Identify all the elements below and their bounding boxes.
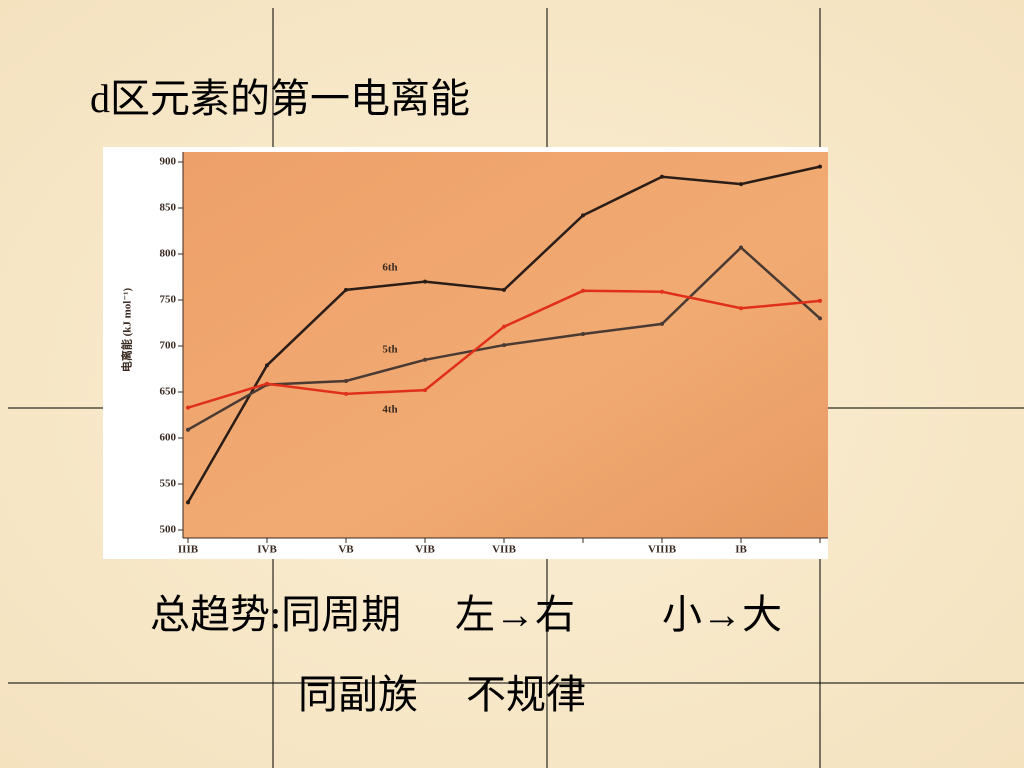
text-line: 不规律	[466, 672, 586, 717]
point	[423, 279, 427, 284]
text-line: 总趋势:同周期	[150, 592, 401, 637]
point	[739, 182, 743, 187]
y-tick-label: 850	[160, 202, 177, 214]
y-tick-label: 500	[160, 524, 177, 536]
point	[344, 391, 348, 396]
x-tick-label: VIIIB	[648, 544, 677, 556]
x-tick-label: IVB	[257, 544, 277, 556]
point	[581, 288, 585, 293]
point	[739, 306, 743, 311]
point	[818, 164, 822, 169]
point	[265, 363, 269, 368]
y-tick-label: 650	[160, 386, 177, 398]
point	[423, 388, 427, 393]
x-tick-label: IB	[735, 544, 747, 556]
point	[581, 332, 585, 337]
point	[502, 324, 506, 329]
y-tick-label: 700	[160, 340, 177, 352]
point	[660, 321, 664, 326]
x-tick-label: VIIB	[492, 544, 517, 556]
point	[581, 213, 585, 218]
x-tick-label: IIIB	[178, 544, 199, 556]
y-tick-label: 600	[160, 432, 177, 444]
series-label: 5th	[382, 344, 397, 356]
series-label: 6th	[382, 262, 397, 274]
x-tick-label: VB	[338, 544, 354, 556]
y-tick-label: 550	[160, 478, 177, 490]
point	[186, 427, 190, 432]
point	[423, 357, 427, 362]
point	[186, 500, 190, 505]
text-line: 左→右	[455, 592, 575, 637]
y-tick-label: 900	[160, 156, 177, 168]
point	[344, 287, 348, 292]
point	[818, 298, 822, 303]
slide-title: d区元素的第一电离能	[90, 76, 470, 121]
point	[502, 287, 506, 292]
point	[818, 316, 822, 321]
text-line: 小→大	[662, 592, 782, 637]
point	[739, 245, 743, 250]
point	[660, 289, 664, 294]
x-tick-label: VIB	[415, 544, 435, 556]
y-tick-label: 800	[160, 248, 177, 260]
series-label: 4th	[382, 404, 397, 416]
text-line: 同副族	[298, 672, 418, 717]
point	[265, 381, 269, 386]
y-axis-label: 电离能 (kJ mol⁻¹)	[120, 288, 134, 373]
y-tick-label: 750	[160, 294, 177, 306]
point	[186, 405, 190, 410]
point	[660, 174, 664, 179]
point	[502, 343, 506, 348]
point	[344, 378, 348, 383]
